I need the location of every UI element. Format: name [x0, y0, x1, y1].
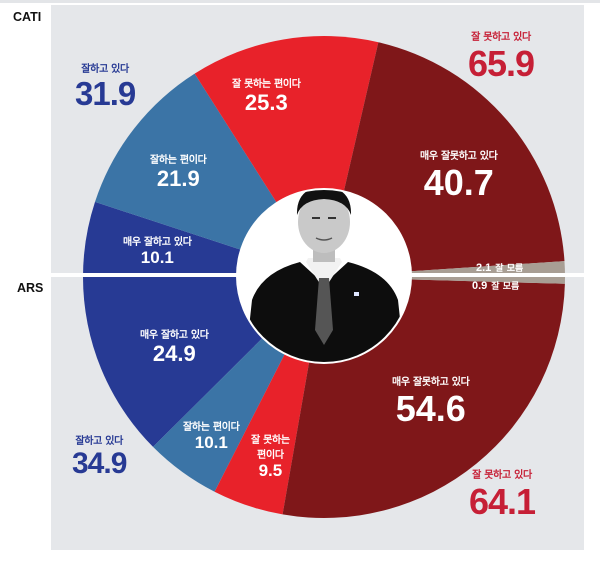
- ars-very-poorly-label: 매우 잘못하고 있다 54.6: [392, 377, 470, 429]
- cati-somewhat-poorly-label: 잘 못하는 편이다 25.3: [232, 79, 301, 115]
- cati-very-well-label: 매우 잘하고 있다 10.1: [123, 237, 192, 267]
- ars-dont-know-label: 0.9 잘 모름: [472, 280, 520, 292]
- cati-negative-total: 잘 못하고 있다 65.9: [468, 32, 535, 84]
- portrait-photo: [236, 188, 412, 364]
- cati-dont-know-label: 2.1 잘 모름: [476, 262, 524, 274]
- cati-fairly-well-label: 잘하는 편이다 21.9: [150, 155, 207, 191]
- ars-method-label: ARS: [17, 281, 44, 295]
- top-border: [0, 0, 600, 3]
- ars-positive-total: 잘하고 있다 34.9: [72, 436, 127, 480]
- cati-method-label: CATI: [13, 10, 42, 24]
- ars-very-well-label: 매우 잘하고 있다 24.9: [140, 330, 209, 366]
- cati-very-poorly-label: 매우 잘못하고 있다 40.7: [420, 151, 498, 203]
- cati-positive-total: 잘하고 있다 31.9: [75, 64, 136, 112]
- ars-negative-total: 잘 못하고 있다 64.1: [469, 470, 536, 522]
- ars-fairly-well-label: 잘하는 편이다 10.1: [183, 422, 240, 452]
- ars-somewhat-poorly-label: 잘 못하는 편이다 9.5: [251, 435, 290, 480]
